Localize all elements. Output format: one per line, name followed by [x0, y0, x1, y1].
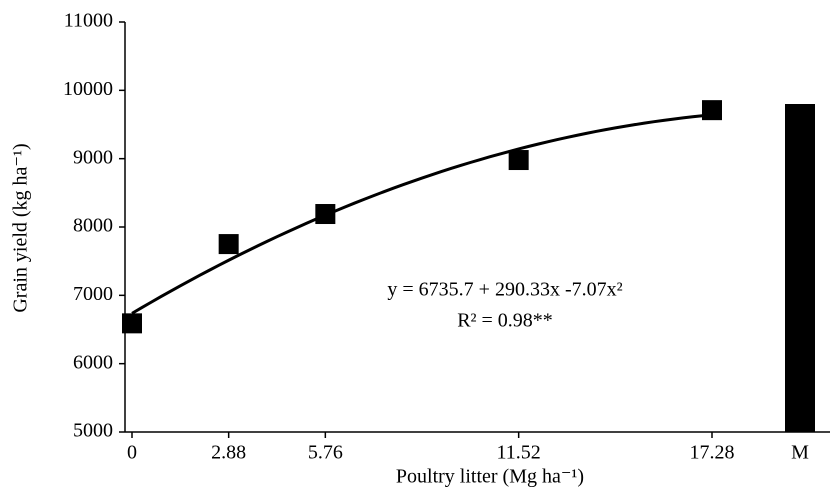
data-point [122, 313, 142, 334]
x-tick-label: M [791, 442, 809, 464]
x-tick-label: 5.76 [308, 442, 343, 464]
data-point [702, 100, 722, 121]
x-axis-label: Poultry litter (Mg ha⁻¹) [396, 466, 584, 488]
x-tick-label: 11.52 [497, 442, 541, 464]
y-tick-label: 8000 [73, 215, 113, 237]
x-tick-label: 0 [127, 442, 137, 464]
equation: y = 6735.7 + 290.33x -7.07x² [387, 279, 622, 301]
data-point [315, 204, 336, 225]
y-axis-label: Grain yield (kg ha⁻¹) [10, 143, 32, 312]
x-tick-label: 2.88 [211, 442, 246, 464]
data-point [508, 150, 529, 171]
y-tick-label: 11000 [64, 10, 113, 32]
r-squared: R² = 0.98** [457, 310, 553, 332]
y-tick-label: 9000 [73, 146, 113, 168]
x-tick-label: 17.28 [690, 442, 735, 464]
y-tick-label: 6000 [73, 351, 113, 373]
y-tick-label: 5000 [73, 420, 113, 442]
y-tick-label: 10000 [63, 78, 113, 100]
y-tick-label: 7000 [73, 283, 113, 305]
fit-curve [131, 113, 713, 315]
reference-bar [785, 104, 815, 432]
data-point [218, 234, 239, 255]
